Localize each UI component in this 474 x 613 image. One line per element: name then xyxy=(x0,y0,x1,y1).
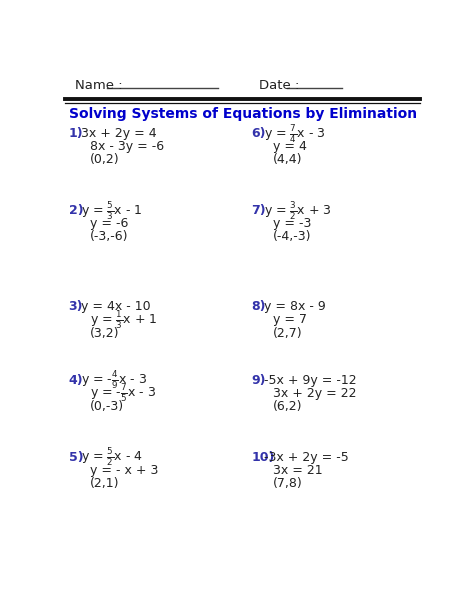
Text: (2,7): (2,7) xyxy=(273,327,303,340)
Text: 8x - 3y = -6: 8x - 3y = -6 xyxy=(90,140,164,153)
Text: y = 7: y = 7 xyxy=(273,313,307,327)
Text: 3): 3) xyxy=(69,300,83,313)
Text: Solving Systems of Equations by Elimination: Solving Systems of Equations by Eliminat… xyxy=(69,107,417,121)
Text: (2,1): (2,1) xyxy=(90,477,120,490)
Text: 1): 1) xyxy=(69,127,83,140)
Text: 3x = 21: 3x = 21 xyxy=(273,463,323,477)
Text: 9): 9) xyxy=(251,373,266,387)
Text: y = $\mathregular{\frac{5}{3}}$x - 1: y = $\mathregular{\frac{5}{3}}$x - 1 xyxy=(81,200,143,221)
Text: 3x + 2y = 22: 3x + 2y = 22 xyxy=(273,387,356,400)
Text: (6,2): (6,2) xyxy=(273,400,303,413)
Text: 4): 4) xyxy=(69,373,83,387)
Text: 10): 10) xyxy=(251,451,275,463)
Text: y = $\mathregular{\frac{3}{2}}$x + 3: y = $\mathregular{\frac{3}{2}}$x + 3 xyxy=(264,200,331,221)
Text: y = $\mathregular{\frac{1}{3}}$x + 1: y = $\mathregular{\frac{1}{3}}$x + 1 xyxy=(90,309,158,331)
Text: 5): 5) xyxy=(69,451,83,463)
Text: y = 4x - 10: y = 4x - 10 xyxy=(81,300,151,313)
Text: (0,-3): (0,-3) xyxy=(90,400,124,413)
Text: 2): 2) xyxy=(69,204,83,217)
Text: y = $\mathregular{\frac{7}{4}}$x - 3: y = $\mathregular{\frac{7}{4}}$x - 3 xyxy=(264,123,326,145)
Text: -3x + 2y = -5: -3x + 2y = -5 xyxy=(264,451,348,463)
Text: (4,4): (4,4) xyxy=(273,153,303,166)
Text: (-3,-6): (-3,-6) xyxy=(90,230,129,243)
Text: (0,2): (0,2) xyxy=(90,153,120,166)
Text: 8): 8) xyxy=(251,300,266,313)
Text: y = -3: y = -3 xyxy=(273,217,311,230)
Text: y = -$\mathregular{\frac{4}{9}}$x - 3: y = -$\mathregular{\frac{4}{9}}$x - 3 xyxy=(81,369,147,391)
Text: y = -6: y = -6 xyxy=(90,217,128,230)
Text: Name :: Name : xyxy=(75,78,122,91)
Text: (7,8): (7,8) xyxy=(273,477,303,490)
Text: y = 4: y = 4 xyxy=(273,140,307,153)
Text: Date :: Date : xyxy=(259,78,300,91)
Text: 3x + 2y = 4: 3x + 2y = 4 xyxy=(81,127,156,140)
Text: y = - x + 3: y = - x + 3 xyxy=(90,463,159,477)
Text: (3,2): (3,2) xyxy=(90,327,120,340)
Text: (-4,-3): (-4,-3) xyxy=(273,230,311,243)
Text: y = $\mathregular{\frac{5}{2}}$x - 4: y = $\mathregular{\frac{5}{2}}$x - 4 xyxy=(81,446,143,468)
Text: y = 8x - 9: y = 8x - 9 xyxy=(264,300,326,313)
Text: 6): 6) xyxy=(251,127,266,140)
Text: 7): 7) xyxy=(251,204,266,217)
Text: y = -$\mathregular{\frac{7}{5}}$x - 3: y = -$\mathregular{\frac{7}{5}}$x - 3 xyxy=(90,382,156,404)
Text: -5x + 9y = -12: -5x + 9y = -12 xyxy=(264,373,356,387)
